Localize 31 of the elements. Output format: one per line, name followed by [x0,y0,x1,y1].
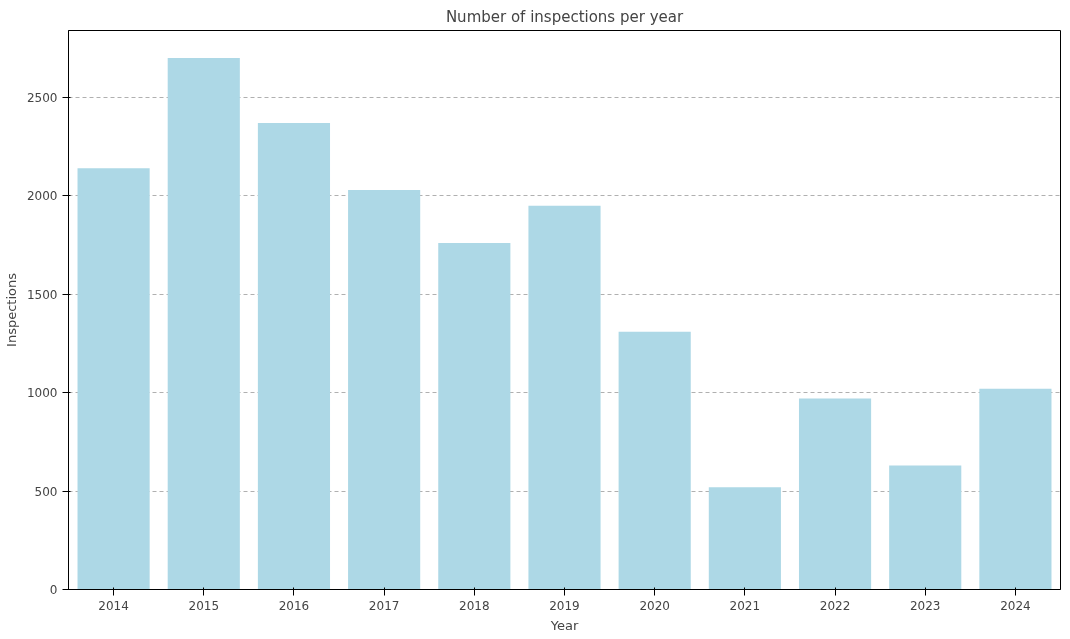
x-tick-label: 2016 [278,598,310,613]
bar [528,205,601,590]
y-tick-label: 2000 [26,189,58,204]
x-tick-label: 2022 [819,598,851,613]
x-tick-label: 2024 [1000,598,1031,613]
y-tick-label: 1000 [26,386,58,401]
y-tick-label: 0 [49,583,58,597]
bar [438,243,511,590]
y-axis-title: Inspections [3,272,19,347]
bar [889,465,962,590]
x-tick-label: 2014 [98,598,129,613]
y-tick-label: 2500 [26,90,58,105]
bar [618,331,691,590]
bar [708,487,781,590]
y-tick-label: 500 [34,484,58,499]
x-tick-label: 2017 [368,598,400,613]
x-tick-label: 2015 [188,598,220,613]
bar [257,123,331,590]
bar [348,189,421,590]
x-tick-label: 2021 [729,598,761,613]
x-tick-label: 2020 [639,598,670,613]
bar [167,58,240,590]
bar [798,398,872,590]
bar [77,168,150,590]
x-tick-label: 2018 [459,598,490,613]
y-tick-label: 1500 [26,287,58,302]
x-axis-title: Year [549,617,579,633]
x-tick-label: 2023 [909,598,941,613]
bar [979,388,1052,590]
x-tick-label: 2019 [549,598,580,613]
chart-title: Number of inspections per year [445,7,684,26]
